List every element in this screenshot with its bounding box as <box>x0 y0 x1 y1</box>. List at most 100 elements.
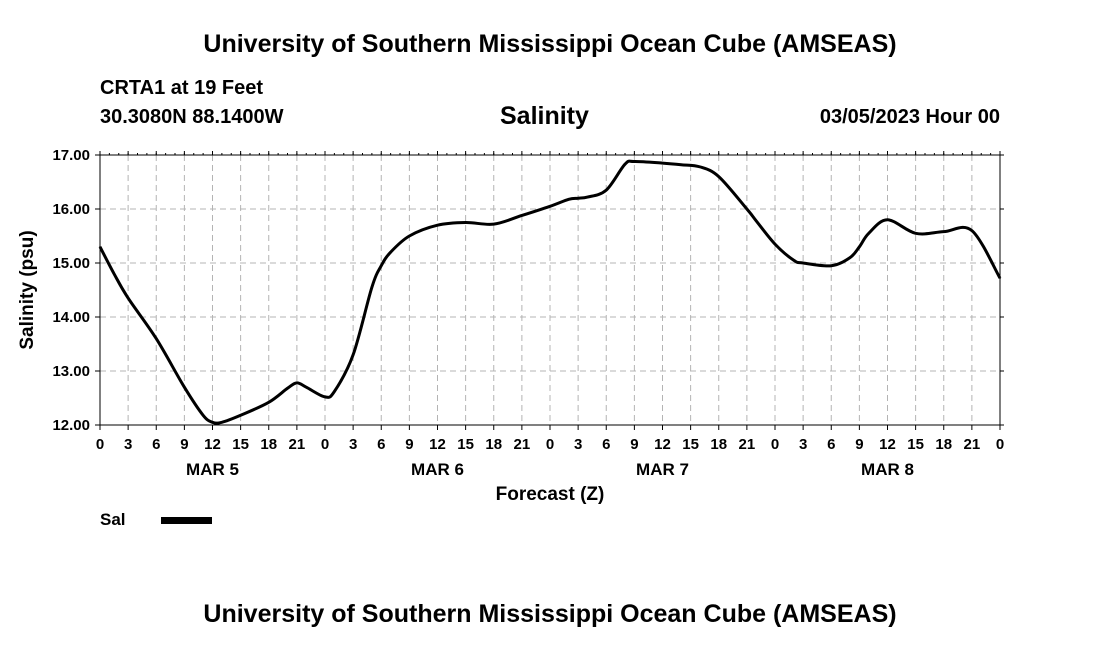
x-axis-ticks: 0 3 6 9 12 15 18 21 0 3 6 9 12 15 18 21 0 3 6 9 12 15 18 21 0 3 6 9… <box>96 151 1004 453</box>
salinity-point <box>333 390 336 393</box>
x-tick-label: 3 <box>574 436 582 453</box>
x-tick-label: 15 <box>232 436 249 453</box>
x-tick-label: 9 <box>855 436 863 453</box>
x-tick-label: 6 <box>377 436 385 453</box>
salinity-point <box>371 286 373 289</box>
salinity-point <box>858 246 861 248</box>
x-tick-label: 12 <box>204 436 221 453</box>
x-tick-label: 9 <box>630 436 638 453</box>
legend-swatch <box>161 517 212 524</box>
salinity-point <box>286 387 289 390</box>
salinity-point <box>239 414 242 417</box>
salinity-point <box>586 196 589 198</box>
y-tick-label: 12.00 <box>52 417 90 434</box>
station-coordinates: 30.3080N 88.1400W <box>100 106 284 128</box>
salinity-point <box>549 205 551 208</box>
salinity-point <box>661 162 664 164</box>
salinity-point <box>830 264 833 267</box>
salinity-point <box>746 208 748 210</box>
salinity-point <box>155 337 158 340</box>
day-label: MAR 6 <box>411 460 464 479</box>
x-tick-label: 0 <box>546 436 554 453</box>
x-tick-label: 18 <box>485 436 502 453</box>
salinity-point <box>717 175 720 178</box>
main-title: University of Southern Mississippi Ocean… <box>203 30 897 58</box>
day-label: MAR 5 <box>186 460 239 479</box>
salinity-point <box>352 354 354 356</box>
x-tick-label: 6 <box>602 436 610 453</box>
salinity-point <box>267 401 270 404</box>
salinity-point <box>202 414 204 417</box>
salinity-point <box>755 220 758 222</box>
y-tick-label: 17.00 <box>52 147 90 164</box>
forecast-run-time: 03/05/2023 Hour 00 <box>819 106 1000 128</box>
chart-title: Salinity <box>500 102 589 130</box>
salinity-point <box>521 214 523 217</box>
day-label: MAR 7 <box>636 460 689 479</box>
x-tick-label: 21 <box>964 436 981 453</box>
x-tick-label: 18 <box>260 436 277 453</box>
x-tick-label: 21 <box>739 436 756 453</box>
station-name: CRTA1 at 19 Feet <box>100 77 264 99</box>
salinity-point <box>127 297 129 299</box>
x-tick-label: 6 <box>152 436 160 453</box>
footer-title: University of Southern Mississippi Ocean… <box>203 600 897 628</box>
salinity-point <box>183 386 186 389</box>
x-tick-label: 0 <box>321 436 329 453</box>
salinity-point <box>971 229 973 232</box>
salinity-point <box>699 166 701 168</box>
salinity-point <box>211 421 214 424</box>
x-tick-label: 0 <box>771 436 779 453</box>
salinity-point <box>324 396 326 398</box>
salinity-point <box>633 160 636 163</box>
salinity-point <box>492 223 495 225</box>
x-tick-label: 0 <box>96 436 104 453</box>
salinity-point <box>408 235 411 237</box>
salinity-point <box>867 232 870 235</box>
salinity-point <box>113 273 115 275</box>
x-tick-label: 3 <box>349 436 357 453</box>
salinity-point <box>436 224 439 226</box>
x-tick-label: 21 <box>514 436 531 453</box>
day-label: MAR 8 <box>861 460 914 479</box>
salinity-point <box>567 198 570 201</box>
salinity-point <box>802 262 804 264</box>
salinity-point <box>886 219 889 221</box>
x-tick-label: 21 <box>289 436 306 453</box>
x-tick-label: 18 <box>710 436 727 453</box>
salinity-point <box>849 256 851 259</box>
x-tick-label: 15 <box>907 436 924 453</box>
x-tick-label: 12 <box>429 436 446 453</box>
day-labels: MAR 5 MAR 6 MAR 7 MAR 8 <box>186 460 914 479</box>
plot-frame <box>99 154 1001 426</box>
x-tick-label: 12 <box>654 436 671 453</box>
salinity-point <box>605 189 608 191</box>
x-tick-label: 0 <box>996 436 1004 453</box>
salinity-point <box>680 163 683 166</box>
y-tick-label: 15.00 <box>52 255 90 272</box>
grid-lines <box>100 155 1000 425</box>
salinity-point <box>296 382 298 384</box>
x-tick-label: 18 <box>935 436 952 453</box>
x-tick-label: 9 <box>405 436 413 453</box>
salinity-point <box>792 259 795 262</box>
salinity-point <box>942 230 945 233</box>
y-tick-label: 16.00 <box>52 201 90 218</box>
salinity-point <box>577 197 579 199</box>
x-tick-label: 3 <box>799 436 807 453</box>
salinity-point <box>914 232 917 235</box>
x-tick-label: 15 <box>457 436 474 453</box>
salinity-point <box>774 243 776 245</box>
legend-label: Sal <box>100 510 126 529</box>
y-tick-label: 14.00 <box>52 309 90 326</box>
salinity-point <box>380 264 383 267</box>
y-tick-label: 13.00 <box>52 363 90 380</box>
salinity-point <box>624 163 626 165</box>
x-tick-label: 9 <box>180 436 188 453</box>
salinity-point <box>464 221 467 224</box>
salinity-point <box>221 421 223 424</box>
x-tick-label: 15 <box>682 436 699 453</box>
y-axis-ticks: 12.00 13.00 14.00 15.00 16.00 17.00 <box>52 147 1004 434</box>
salinity-point <box>389 251 392 253</box>
